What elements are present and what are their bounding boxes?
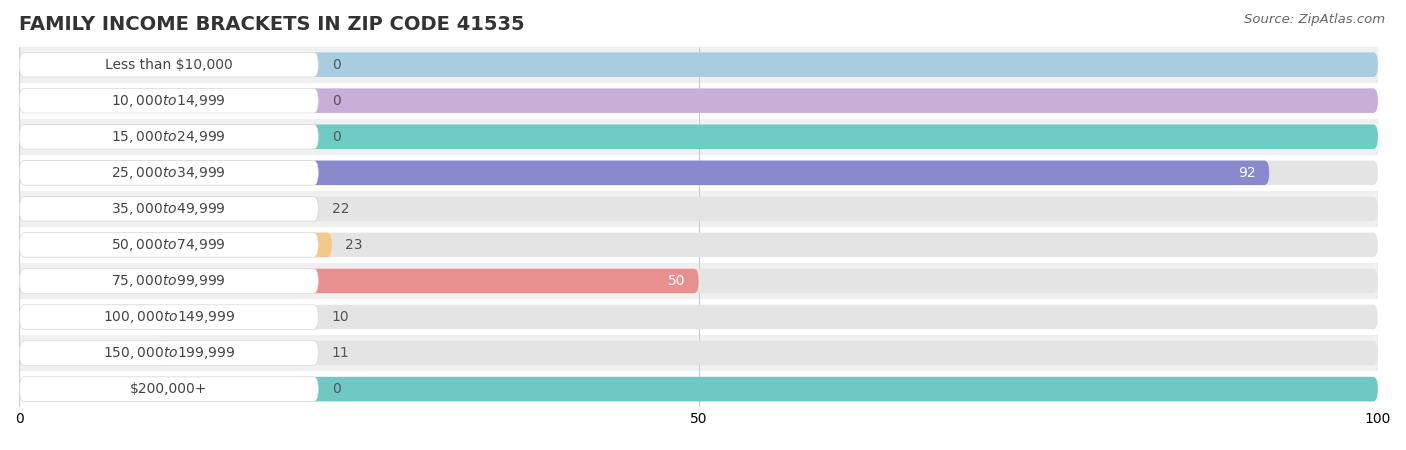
Text: 0: 0 (332, 382, 340, 396)
FancyBboxPatch shape (20, 263, 1378, 299)
Text: $75,000 to $99,999: $75,000 to $99,999 (111, 273, 226, 289)
FancyBboxPatch shape (20, 89, 1378, 113)
FancyBboxPatch shape (20, 53, 318, 77)
FancyBboxPatch shape (20, 125, 318, 149)
FancyBboxPatch shape (20, 305, 318, 329)
Text: $25,000 to $34,999: $25,000 to $34,999 (111, 165, 226, 181)
FancyBboxPatch shape (20, 125, 1378, 149)
FancyBboxPatch shape (20, 341, 1378, 365)
FancyBboxPatch shape (20, 233, 318, 257)
FancyBboxPatch shape (20, 299, 1378, 335)
FancyBboxPatch shape (20, 341, 318, 365)
FancyBboxPatch shape (20, 191, 1378, 227)
Text: 92: 92 (1237, 166, 1256, 180)
FancyBboxPatch shape (20, 161, 1270, 185)
FancyBboxPatch shape (20, 161, 318, 185)
Text: $15,000 to $24,999: $15,000 to $24,999 (111, 129, 226, 145)
FancyBboxPatch shape (20, 269, 1378, 293)
Text: 0: 0 (332, 94, 340, 108)
Text: Source: ZipAtlas.com: Source: ZipAtlas.com (1244, 14, 1385, 27)
FancyBboxPatch shape (20, 377, 318, 401)
Text: $35,000 to $49,999: $35,000 to $49,999 (111, 201, 226, 217)
FancyBboxPatch shape (20, 377, 1378, 401)
Text: 0: 0 (332, 58, 340, 72)
Text: Less than $10,000: Less than $10,000 (105, 58, 232, 72)
FancyBboxPatch shape (20, 53, 1378, 77)
FancyBboxPatch shape (20, 89, 1378, 113)
FancyBboxPatch shape (20, 83, 1378, 119)
FancyBboxPatch shape (20, 197, 318, 221)
Text: 50: 50 (668, 274, 685, 288)
FancyBboxPatch shape (20, 305, 1378, 329)
FancyBboxPatch shape (20, 227, 1378, 263)
Text: $10,000 to $14,999: $10,000 to $14,999 (111, 93, 226, 109)
Text: 0: 0 (332, 130, 340, 144)
FancyBboxPatch shape (20, 335, 1378, 371)
Text: FAMILY INCOME BRACKETS IN ZIP CODE 41535: FAMILY INCOME BRACKETS IN ZIP CODE 41535 (20, 15, 524, 34)
FancyBboxPatch shape (20, 125, 1378, 149)
FancyBboxPatch shape (20, 197, 318, 221)
FancyBboxPatch shape (20, 155, 1378, 191)
FancyBboxPatch shape (20, 89, 318, 113)
FancyBboxPatch shape (20, 371, 1378, 407)
Text: 11: 11 (332, 346, 350, 360)
Text: $50,000 to $74,999: $50,000 to $74,999 (111, 237, 226, 253)
FancyBboxPatch shape (20, 161, 1378, 185)
FancyBboxPatch shape (20, 377, 1378, 401)
Text: $100,000 to $149,999: $100,000 to $149,999 (103, 309, 235, 325)
FancyBboxPatch shape (20, 197, 1378, 221)
FancyBboxPatch shape (20, 233, 1378, 257)
FancyBboxPatch shape (20, 269, 318, 293)
FancyBboxPatch shape (20, 341, 169, 365)
Text: 23: 23 (346, 238, 363, 252)
Text: 10: 10 (332, 310, 350, 324)
FancyBboxPatch shape (20, 119, 1378, 155)
Text: 22: 22 (332, 202, 349, 216)
Text: $150,000 to $199,999: $150,000 to $199,999 (103, 345, 235, 361)
FancyBboxPatch shape (20, 233, 332, 257)
FancyBboxPatch shape (20, 47, 1378, 83)
FancyBboxPatch shape (20, 269, 699, 293)
Text: $200,000+: $200,000+ (131, 382, 208, 396)
FancyBboxPatch shape (20, 53, 1378, 77)
FancyBboxPatch shape (20, 305, 155, 329)
